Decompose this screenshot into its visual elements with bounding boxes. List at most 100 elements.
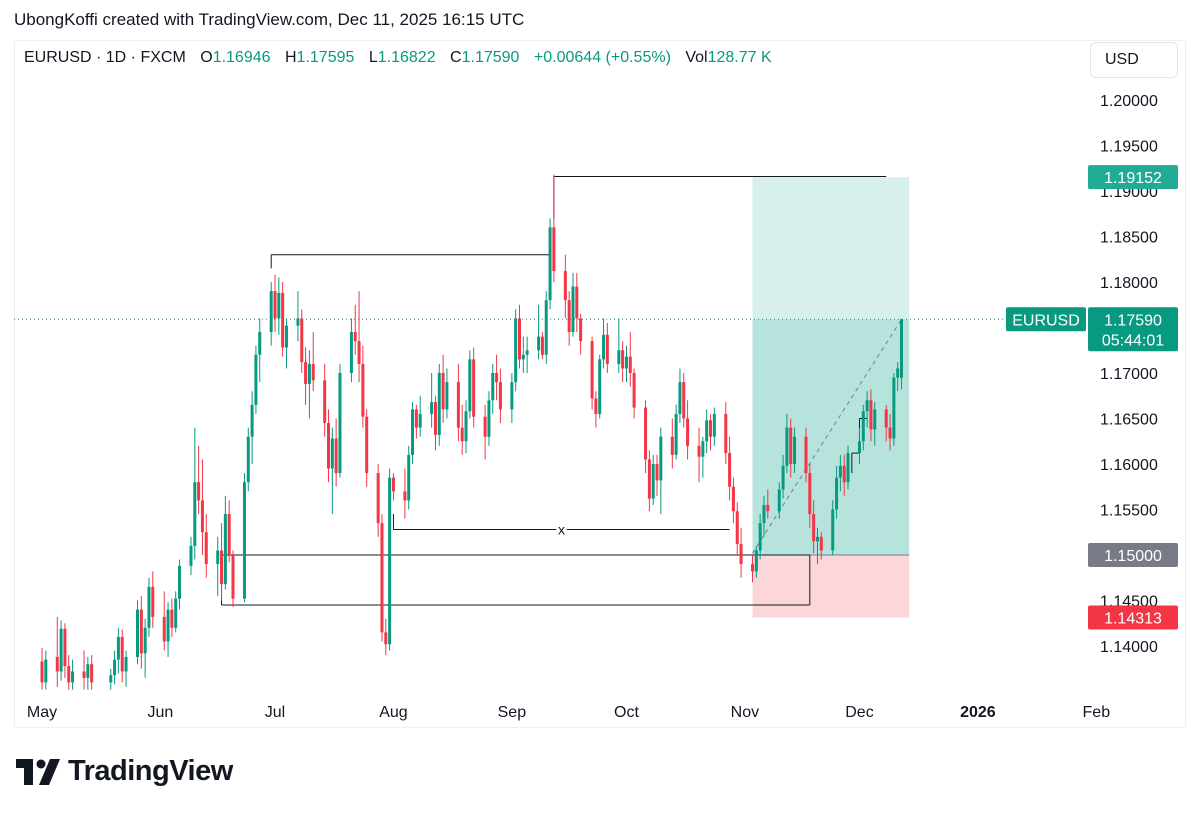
candle bbox=[491, 363, 495, 414]
x-tick-label: Dec bbox=[845, 704, 873, 721]
candle-body bbox=[223, 514, 227, 585]
candle bbox=[514, 309, 518, 392]
candle-body bbox=[628, 356, 632, 373]
candle bbox=[705, 409, 709, 454]
entry-price-label: 1.15000 bbox=[1104, 548, 1162, 565]
candle-body bbox=[82, 671, 86, 678]
candle-body bbox=[808, 473, 812, 515]
symbol-tag: EURUSD bbox=[1012, 312, 1080, 329]
candle-body bbox=[242, 482, 246, 599]
candle-body bbox=[575, 286, 579, 319]
candle-body bbox=[124, 656, 128, 672]
y-tick-label: 1.16500 bbox=[1100, 412, 1158, 429]
candle bbox=[594, 391, 598, 428]
candle bbox=[357, 291, 361, 383]
candle-body bbox=[651, 464, 655, 499]
y-tick-label: 1.19500 bbox=[1100, 139, 1158, 156]
candle bbox=[632, 368, 636, 419]
candle bbox=[86, 656, 90, 690]
candle-body bbox=[594, 398, 598, 414]
candle bbox=[544, 291, 548, 364]
candle-body bbox=[644, 407, 648, 460]
legend-low-label: L bbox=[368, 49, 378, 66]
candle bbox=[391, 473, 395, 501]
candle bbox=[55, 616, 59, 687]
candle-body bbox=[567, 300, 571, 333]
tradingview-logo: TradingView bbox=[16, 755, 233, 788]
candle-body bbox=[624, 356, 628, 369]
candle-body bbox=[304, 362, 308, 384]
candle bbox=[678, 368, 682, 424]
x-tick-label: Oct bbox=[614, 704, 639, 721]
candle-body bbox=[487, 400, 491, 437]
candle-body bbox=[403, 491, 407, 501]
candle-body bbox=[338, 373, 342, 474]
candle bbox=[380, 514, 384, 642]
candle-body bbox=[735, 511, 739, 545]
candle-body bbox=[418, 413, 422, 428]
candle-body bbox=[90, 664, 94, 683]
candle bbox=[644, 400, 648, 474]
candle bbox=[441, 354, 445, 424]
x-tick-label: Jun bbox=[148, 704, 174, 721]
candle bbox=[808, 464, 812, 528]
candle-body bbox=[273, 291, 277, 319]
candle bbox=[831, 500, 835, 555]
candle-body bbox=[227, 514, 231, 555]
candle bbox=[884, 404, 888, 442]
candle-body bbox=[357, 341, 361, 364]
legend-open-value: 1.16946 bbox=[212, 49, 271, 66]
candle-body bbox=[441, 373, 445, 410]
candle bbox=[857, 427, 861, 464]
candle-body bbox=[896, 368, 900, 378]
y-tick-label: 1.15500 bbox=[1100, 503, 1158, 520]
candle bbox=[762, 495, 766, 537]
candle-body bbox=[617, 350, 621, 364]
candle bbox=[590, 336, 594, 410]
candle-body bbox=[892, 377, 896, 439]
candle bbox=[709, 413, 712, 451]
candle-body bbox=[472, 359, 476, 417]
candle bbox=[735, 502, 739, 555]
candle bbox=[174, 591, 178, 633]
candle bbox=[628, 332, 632, 387]
candle-body bbox=[842, 465, 846, 483]
current-price-label-bg bbox=[1088, 307, 1178, 352]
candle-body bbox=[804, 436, 808, 474]
currency-button[interactable]: USD bbox=[1090, 42, 1178, 78]
candle bbox=[361, 345, 365, 428]
candle-body bbox=[701, 441, 705, 457]
candle-body bbox=[781, 465, 785, 490]
candle bbox=[739, 527, 743, 578]
candle bbox=[540, 332, 544, 360]
candle bbox=[231, 550, 235, 607]
candle-body bbox=[491, 373, 495, 401]
chart-pane[interactable] bbox=[14, 40, 1186, 728]
candle bbox=[193, 427, 197, 560]
stop-loss-label: 1.14313 bbox=[1104, 611, 1162, 628]
candle bbox=[143, 618, 147, 678]
candle bbox=[674, 404, 678, 460]
candle-body bbox=[464, 411, 468, 442]
candle bbox=[124, 650, 128, 687]
candle bbox=[892, 373, 896, 446]
candle-body bbox=[865, 400, 869, 412]
x-tick-label: Sep bbox=[498, 704, 527, 721]
legend-symbol[interactable]: EURUSD · 1D · FXCM bbox=[24, 49, 186, 66]
candle bbox=[353, 304, 357, 355]
candle-body bbox=[674, 413, 678, 455]
candle bbox=[411, 402, 415, 464]
candle-body bbox=[384, 632, 388, 645]
candle-body bbox=[391, 477, 395, 492]
candle-body bbox=[659, 436, 663, 481]
candle-body bbox=[376, 473, 380, 524]
candle-body bbox=[67, 666, 71, 683]
candle-body bbox=[705, 420, 709, 442]
current-price-label-countdown: 05:44:01 bbox=[1102, 332, 1164, 349]
candle-body bbox=[330, 438, 334, 469]
candle bbox=[781, 454, 785, 499]
candle-body bbox=[59, 628, 63, 672]
candle-body bbox=[598, 359, 602, 414]
candle bbox=[403, 468, 407, 519]
